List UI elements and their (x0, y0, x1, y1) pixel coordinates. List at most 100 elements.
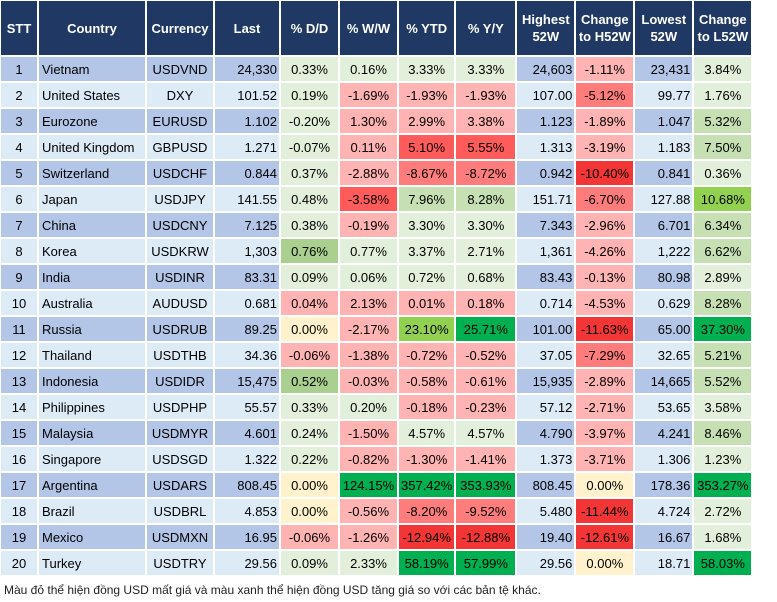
cell-high: 57.12 (517, 395, 575, 419)
cell-country: Mexico (39, 525, 145, 549)
cell-ch: -6.70% (576, 187, 634, 211)
cell-stt: 17 (1, 473, 37, 497)
cell-yy: 353.93% (456, 473, 516, 497)
cell-currency: USDSGD (147, 447, 213, 471)
cell-currency: USDJPY (147, 187, 213, 211)
cell-low: 18.71 (635, 551, 693, 575)
cell-ytd: -1.93% (399, 83, 455, 107)
cell-last: 55.57 (215, 395, 279, 419)
cell-currency: EURUSD (147, 109, 213, 133)
cell-yy: 57.99% (456, 551, 516, 575)
cell-country: Japan (39, 187, 145, 211)
cell-ch: -3.71% (576, 447, 634, 471)
cell-dd: 0.38% (281, 213, 338, 237)
cell-ytd: 357.42% (399, 473, 455, 497)
cell-high: 1.313 (517, 135, 575, 159)
cell-ytd: -0.18% (399, 395, 455, 419)
cell-yy: 3.38% (456, 109, 516, 133)
cell-last: 1.271 (215, 135, 279, 159)
cell-cl: 2.72% (694, 499, 752, 523)
cell-country: United States (39, 83, 145, 107)
cell-low: 1.183 (635, 135, 693, 159)
cell-currency: USDPHP (147, 395, 213, 419)
cell-currency: DXY (147, 83, 213, 107)
cell-cl: 58.03% (694, 551, 752, 575)
cell-cl: 8.46% (694, 421, 752, 445)
table-row: 18 Brazil USDBRL 4.853 0.00% -0.56% -8.20% -9.5… (1, 499, 752, 523)
cell-stt: 9 (1, 265, 37, 289)
cell-dd: 0.19% (281, 83, 338, 107)
cell-dd: 0.24% (281, 421, 338, 445)
cell-cl: 353.27% (694, 473, 752, 497)
cell-cl: 5.32% (694, 109, 752, 133)
cell-ytd: -0.72% (399, 343, 455, 367)
cell-currency: USDINR (147, 265, 213, 289)
column-header: % Y/Y (456, 1, 516, 55)
cell-country: Australia (39, 291, 145, 315)
cell-ytd: -8.67% (399, 161, 455, 185)
column-header: Highest 52W (517, 1, 575, 55)
cell-low: 80.98 (635, 265, 693, 289)
cell-stt: 12 (1, 343, 37, 367)
cell-low: 14,665 (635, 369, 693, 393)
cell-dd: 0.00% (281, 499, 338, 523)
cell-dd: 0.04% (281, 291, 338, 315)
cell-stt: 10 (1, 291, 37, 315)
cell-last: 24,330 (215, 57, 279, 81)
cell-last: 0.681 (215, 291, 279, 315)
cell-yy: -0.52% (456, 343, 516, 367)
cell-ch: 0.00% (576, 473, 634, 497)
cell-ww: 1.30% (340, 109, 397, 133)
cell-low: 99.77 (635, 83, 693, 107)
header-row: STT Country Currency Last% D/D% W/W% YTD% Y… (1, 1, 752, 55)
cell-last: 0.844 (215, 161, 279, 185)
cell-yy: -1.41% (456, 447, 516, 471)
cell-ww: -1.50% (340, 421, 397, 445)
cell-ytd: -8.20% (399, 499, 455, 523)
cell-ww: -0.19% (340, 213, 397, 237)
column-header: STT (1, 1, 37, 55)
cell-ww: 0.11% (340, 135, 397, 159)
cell-low: 53.65 (635, 395, 693, 419)
table-row: 10 Australia AUDUSD 0.681 0.04% 2.13% 0.01% 0.1… (1, 291, 752, 315)
cell-ytd: 5.10% (399, 135, 455, 159)
cell-high: 0.942 (517, 161, 575, 185)
table-row: 5 Switzerland USDCHF 0.844 0.37% -2.88% -8.67%… (1, 161, 752, 185)
cell-country: Turkey (39, 551, 145, 575)
cell-ytd: 2.99% (399, 109, 455, 133)
cell-ww: -1.26% (340, 525, 397, 549)
cell-last: 1.322 (215, 447, 279, 471)
cell-low: 65.00 (635, 317, 693, 341)
cell-country: Singapore (39, 447, 145, 471)
cell-country: Switzerland (39, 161, 145, 185)
column-header: % D/D (281, 1, 338, 55)
cell-ch: -3.97% (576, 421, 634, 445)
cell-dd: 0.33% (281, 395, 338, 419)
cell-low: 0.629 (635, 291, 693, 315)
cell-yy: -8.72% (456, 161, 516, 185)
table-row: 17 Argentina USDARS 808.45 0.00% 124.15% 357.4… (1, 473, 752, 497)
cell-yy: -0.61% (456, 369, 516, 393)
table-row: 6 Japan USDJPY 141.55 0.48% -3.58% 7.96% 8.28% 1… (1, 187, 752, 211)
cell-ww: -2.17% (340, 317, 397, 341)
cell-currency: USDTHB (147, 343, 213, 367)
cell-low: 6.701 (635, 213, 693, 237)
table-row: 12 Thailand USDTHB 34.36 -0.06% -1.38% -0.72% -… (1, 343, 752, 367)
cell-low: 16.67 (635, 525, 693, 549)
cell-stt: 11 (1, 317, 37, 341)
cell-high: 808.45 (517, 473, 575, 497)
cell-ytd: -12.94% (399, 525, 455, 549)
cell-dd: 0.00% (281, 473, 338, 497)
cell-high: 37.05 (517, 343, 575, 367)
cell-ytd: 3.37% (399, 239, 455, 263)
cell-ch: -2.96% (576, 213, 634, 237)
cell-cl: 8.28% (694, 291, 752, 315)
cell-country: Malaysia (39, 421, 145, 445)
cell-ww: 0.16% (340, 57, 397, 81)
cell-ytd: 0.72% (399, 265, 455, 289)
cell-dd: 0.00% (281, 317, 338, 341)
cell-high: 101.00 (517, 317, 575, 341)
cell-last: 89.25 (215, 317, 279, 341)
cell-high: 107.00 (517, 83, 575, 107)
cell-yy: -0.23% (456, 395, 516, 419)
